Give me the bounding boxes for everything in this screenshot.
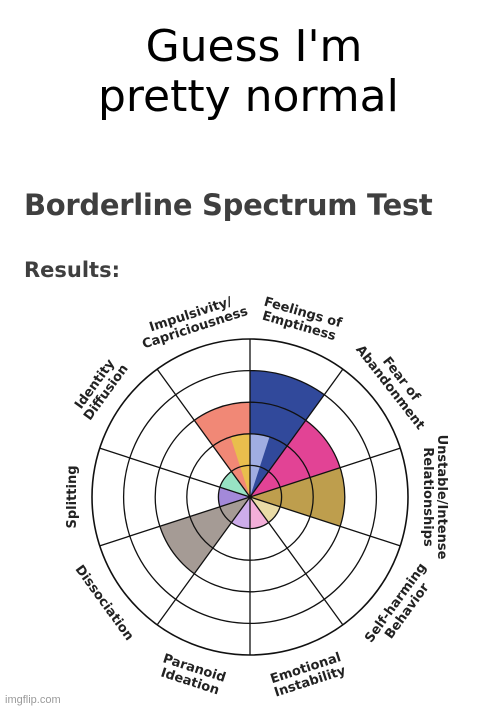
wedge-9 bbox=[194, 402, 250, 497]
wedge-1 bbox=[250, 420, 341, 497]
wedges bbox=[159, 370, 345, 574]
wedge-11 bbox=[250, 433, 270, 497]
spoke-6 bbox=[156, 496, 251, 626]
results-label: Results: bbox=[24, 258, 120, 282]
wedge-8 bbox=[219, 471, 250, 497]
wedge-2 bbox=[250, 467, 345, 527]
spoke-1 bbox=[249, 368, 344, 498]
wedge-10 bbox=[230, 433, 250, 497]
category-label-line: Splitting bbox=[65, 465, 80, 528]
category-label-line: Relationships bbox=[420, 447, 435, 547]
test-title: Borderline Spectrum Test bbox=[24, 188, 433, 222]
category-label-line: Unstable/Intense bbox=[434, 435, 449, 560]
wedge-5 bbox=[231, 497, 250, 529]
caption-line-2: pretty normal bbox=[98, 71, 399, 122]
category-label-9: Impulsivity/Capriciousness bbox=[140, 294, 250, 352]
category-label-7: Splitting bbox=[65, 465, 80, 528]
wedge-0 bbox=[250, 370, 325, 497]
meme-caption: Guess I'm pretty normal bbox=[0, 22, 500, 122]
spoke-4 bbox=[249, 496, 344, 626]
spoke-7 bbox=[99, 496, 251, 547]
watermark: imgflip.com bbox=[5, 694, 61, 706]
spoke-8 bbox=[99, 447, 251, 498]
wedge-3 bbox=[250, 497, 281, 523]
caption-line-1: Guess I'm bbox=[145, 21, 363, 72]
wedge-6 bbox=[159, 497, 250, 574]
wedge-7 bbox=[218, 487, 250, 507]
wedge-4 bbox=[250, 497, 269, 529]
category-label-6: Dissociation bbox=[72, 563, 137, 644]
spoke-3 bbox=[249, 496, 401, 547]
spoke-9 bbox=[156, 368, 251, 498]
spoke-2 bbox=[249, 447, 401, 498]
category-label-line: Dissociation bbox=[72, 563, 137, 644]
